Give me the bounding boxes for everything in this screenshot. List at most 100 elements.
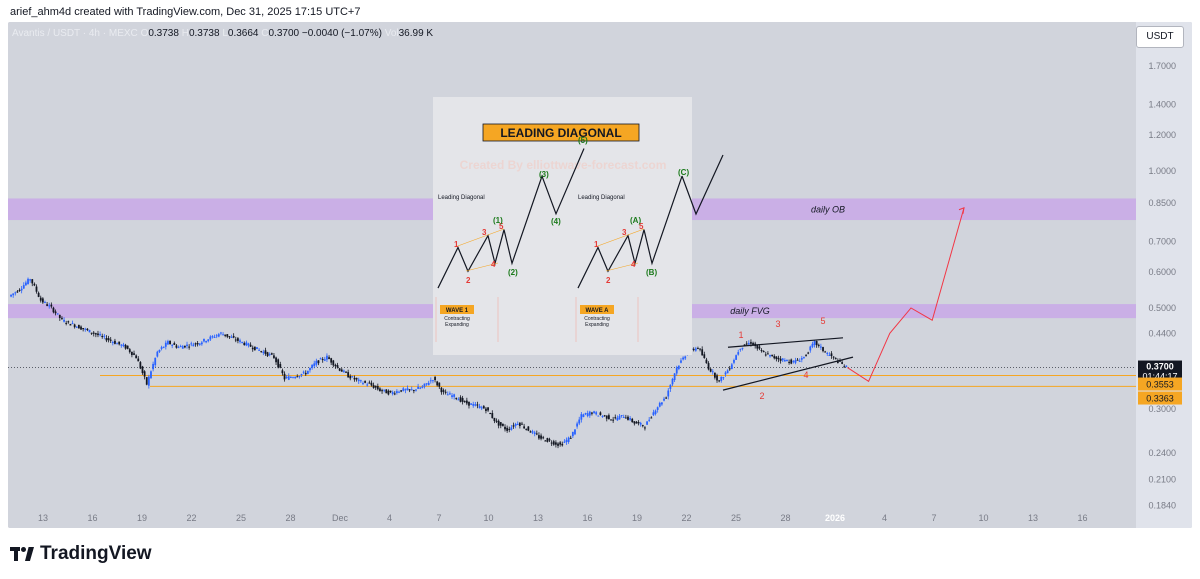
- candle-body: [682, 357, 684, 360]
- candle-body: [667, 390, 670, 397]
- candle-body: [39, 297, 42, 301]
- candle-body: [493, 417, 496, 422]
- candle-body: [147, 376, 150, 386]
- candle-body: [516, 424, 519, 426]
- candle-body: [80, 326, 82, 330]
- candle-body: [525, 428, 528, 430]
- price-tick-label: 1.0000: [1148, 166, 1176, 176]
- candle-body: [353, 377, 356, 380]
- candle-body: [781, 358, 784, 361]
- candle-body: [141, 366, 144, 373]
- candle-body: [175, 345, 178, 348]
- candle-body: [805, 355, 807, 357]
- candle-body: [61, 317, 63, 319]
- candle-body: [198, 343, 201, 345]
- candle-body: [359, 380, 362, 382]
- candle-body: [752, 342, 754, 346]
- inset-right-guide-lower: [605, 262, 639, 272]
- date-tick-label: 4: [882, 513, 887, 523]
- candle-body: [338, 368, 341, 371]
- candle-body: [830, 353, 833, 356]
- candle-body: [491, 413, 494, 419]
- candle-body: [438, 382, 441, 387]
- open-value: 0.3738: [148, 28, 179, 39]
- candle-body: [302, 371, 305, 373]
- candle-body: [12, 293, 15, 296]
- candle-body: [84, 328, 87, 330]
- candle-body: [627, 416, 629, 420]
- candle-body: [241, 341, 244, 343]
- low-label: L: [222, 28, 228, 39]
- open-label: O: [140, 28, 149, 39]
- candle-body: [190, 343, 193, 345]
- candle-body: [677, 365, 680, 369]
- candle-body: [82, 328, 85, 330]
- candle-body: [374, 385, 377, 388]
- candle-body: [506, 427, 509, 431]
- inset-right-green-label: (C): [678, 168, 689, 177]
- candle-body: [817, 344, 820, 346]
- chart-panel[interactable]: daily OB daily FVG 1 2 3 4 5 1.7000 1.4000 1.2000…: [8, 22, 1192, 528]
- brand-name: TradingView: [40, 543, 152, 564]
- candle-body: [542, 437, 545, 439]
- candle-body: [283, 373, 286, 380]
- candle-body: [637, 422, 640, 424]
- candle-body: [158, 349, 161, 352]
- candle-body: [760, 350, 763, 352]
- tradingview-logo-icon: [10, 547, 34, 561]
- candle-body: [203, 338, 205, 342]
- candle-body: [179, 346, 182, 348]
- candle-body: [281, 370, 284, 374]
- date-tick-label: 16: [87, 513, 97, 523]
- candle-body: [192, 344, 195, 347]
- candle-body: [133, 353, 135, 355]
- currency-button[interactable]: USDT: [1136, 26, 1184, 48]
- candle-body: [820, 346, 822, 348]
- candle-body: [586, 413, 589, 417]
- candle-body: [559, 442, 562, 445]
- tradingview-logo[interactable]: TradingView: [10, 543, 152, 565]
- candle-body: [35, 286, 38, 292]
- candle-body: [652, 412, 655, 416]
- candle-body: [10, 294, 12, 297]
- candle-body: [27, 278, 29, 285]
- date-tick-label: 25: [731, 513, 741, 523]
- candle-body: [376, 386, 379, 390]
- candle-body: [222, 334, 224, 336]
- candle-body: [167, 341, 169, 345]
- candle-body: [569, 437, 572, 439]
- candle-body: [739, 348, 742, 350]
- candle-body: [234, 339, 237, 341]
- date-tick-label: 13: [533, 513, 543, 523]
- candle-body: [718, 380, 721, 382]
- candle-body: [56, 313, 59, 315]
- candle-body: [669, 384, 672, 389]
- candle-body: [465, 400, 468, 404]
- candle-body: [451, 395, 453, 397]
- candle-body: [429, 380, 432, 382]
- candle-body: [73, 324, 76, 328]
- candle-body: [143, 371, 146, 377]
- candle-body: [306, 370, 309, 374]
- candle-body: [773, 356, 776, 359]
- candle-body: [357, 379, 360, 382]
- price-chart[interactable]: daily OB daily FVG 1 2 3 4 5 1.7000 1.4000 1.2000…: [8, 22, 1192, 528]
- candle-body: [228, 336, 231, 338]
- candle-body: [694, 348, 697, 351]
- candle-body: [800, 358, 803, 360]
- date-tick-label: 28: [780, 513, 790, 523]
- candle-body: [188, 346, 191, 348]
- candle-body: [726, 370, 729, 374]
- candle-body: [275, 357, 277, 363]
- candle-body: [385, 389, 388, 394]
- candle-body: [245, 342, 248, 346]
- candle-body: [436, 381, 439, 386]
- candle-body: [315, 360, 318, 365]
- price-tick-label: 0.1840: [1148, 501, 1176, 511]
- price-tick-label: 1.4000: [1148, 99, 1176, 109]
- candle-body: [224, 334, 227, 336]
- candle-body: [20, 288, 23, 291]
- date-tick-label: 22: [186, 513, 196, 523]
- candle-body: [499, 422, 502, 426]
- candle-body: [321, 359, 324, 361]
